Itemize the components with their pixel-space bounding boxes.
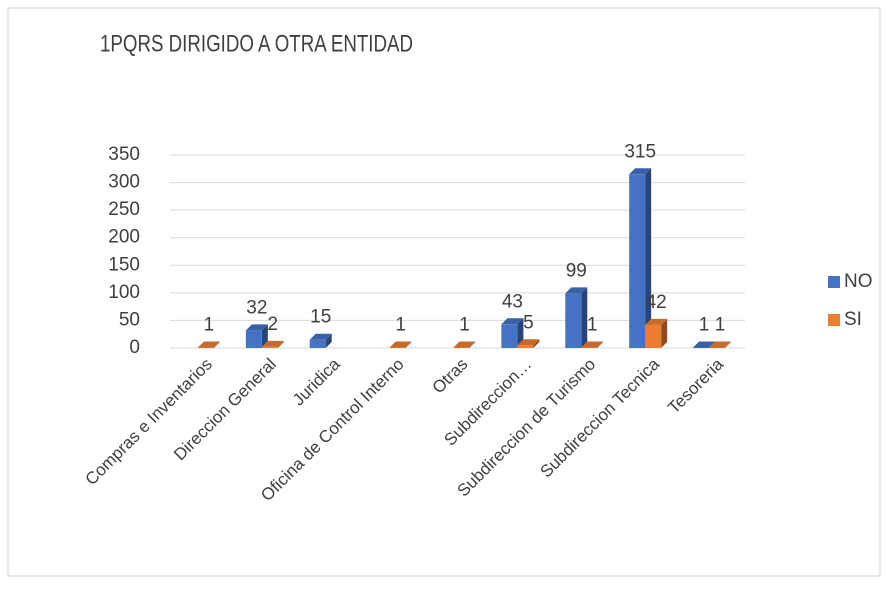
data-label: 1	[459, 314, 470, 335]
y-tick-label: 200	[108, 227, 140, 248]
bar	[453, 347, 470, 348]
bar	[389, 347, 406, 348]
bar	[501, 324, 518, 348]
bar	[261, 346, 278, 348]
data-label: 1	[699, 314, 710, 335]
bar-top	[309, 333, 332, 340]
data-label: 42	[646, 292, 667, 313]
bar-top	[581, 341, 604, 348]
bar	[245, 330, 262, 348]
bar-side	[261, 324, 268, 348]
bar-side	[277, 340, 284, 348]
data-label: 1	[395, 314, 406, 335]
bar-top	[197, 341, 220, 348]
legend-swatch	[828, 276, 840, 288]
bar	[645, 324, 662, 348]
legend-label: NO	[844, 271, 873, 292]
data-label: 1	[715, 314, 726, 335]
y-tick-label: 100	[108, 282, 140, 303]
bar	[581, 347, 598, 348]
bar-side	[405, 341, 412, 348]
y-tick-label: 150	[108, 254, 140, 275]
bar-side	[581, 287, 588, 348]
y-tick-label: 350	[108, 144, 140, 165]
y-tick-label: 0	[129, 337, 140, 358]
legend-swatch	[828, 314, 840, 326]
bar-top	[389, 341, 412, 348]
bar-side	[469, 341, 476, 348]
chart-title: 1PQRS DIRIGIDO A OTRA ENTIDAD	[100, 30, 413, 57]
bar	[693, 347, 710, 348]
legend-label: SI	[844, 309, 862, 330]
bar-side	[725, 341, 732, 348]
data-label: 1	[204, 314, 215, 335]
bar	[565, 293, 582, 348]
bar-top	[261, 340, 284, 347]
bar	[197, 347, 214, 348]
data-label: 15	[310, 307, 331, 328]
bar-top	[245, 324, 268, 331]
bar-side	[213, 341, 220, 348]
data-label: 5	[523, 312, 534, 333]
data-label: 32	[246, 297, 267, 318]
bar-top	[693, 341, 716, 348]
bar	[709, 347, 726, 348]
data-label: 43	[502, 291, 523, 312]
bar-side	[661, 318, 668, 348]
bar-top	[645, 318, 668, 325]
y-tick-label: 300	[108, 172, 140, 193]
bar-top	[517, 339, 540, 346]
bar-top	[453, 341, 476, 348]
bar-top	[629, 168, 652, 175]
data-label: 99	[566, 260, 587, 281]
bar-side	[325, 333, 332, 348]
bar	[629, 174, 646, 348]
bar-side	[597, 341, 604, 348]
chart-frame	[7, 7, 881, 577]
bar-side	[533, 339, 540, 348]
bar-side	[645, 168, 652, 348]
bar-side	[517, 318, 524, 348]
y-tick-label: 50	[119, 309, 140, 330]
data-label: 315	[624, 141, 656, 162]
bar-top	[709, 341, 732, 348]
bar-top	[565, 287, 588, 294]
bar-top	[501, 318, 524, 325]
y-tick-label: 250	[108, 199, 140, 220]
bar	[517, 345, 534, 348]
bar	[309, 339, 326, 348]
data-label: 2	[268, 314, 279, 335]
data-label: 1	[587, 314, 598, 335]
